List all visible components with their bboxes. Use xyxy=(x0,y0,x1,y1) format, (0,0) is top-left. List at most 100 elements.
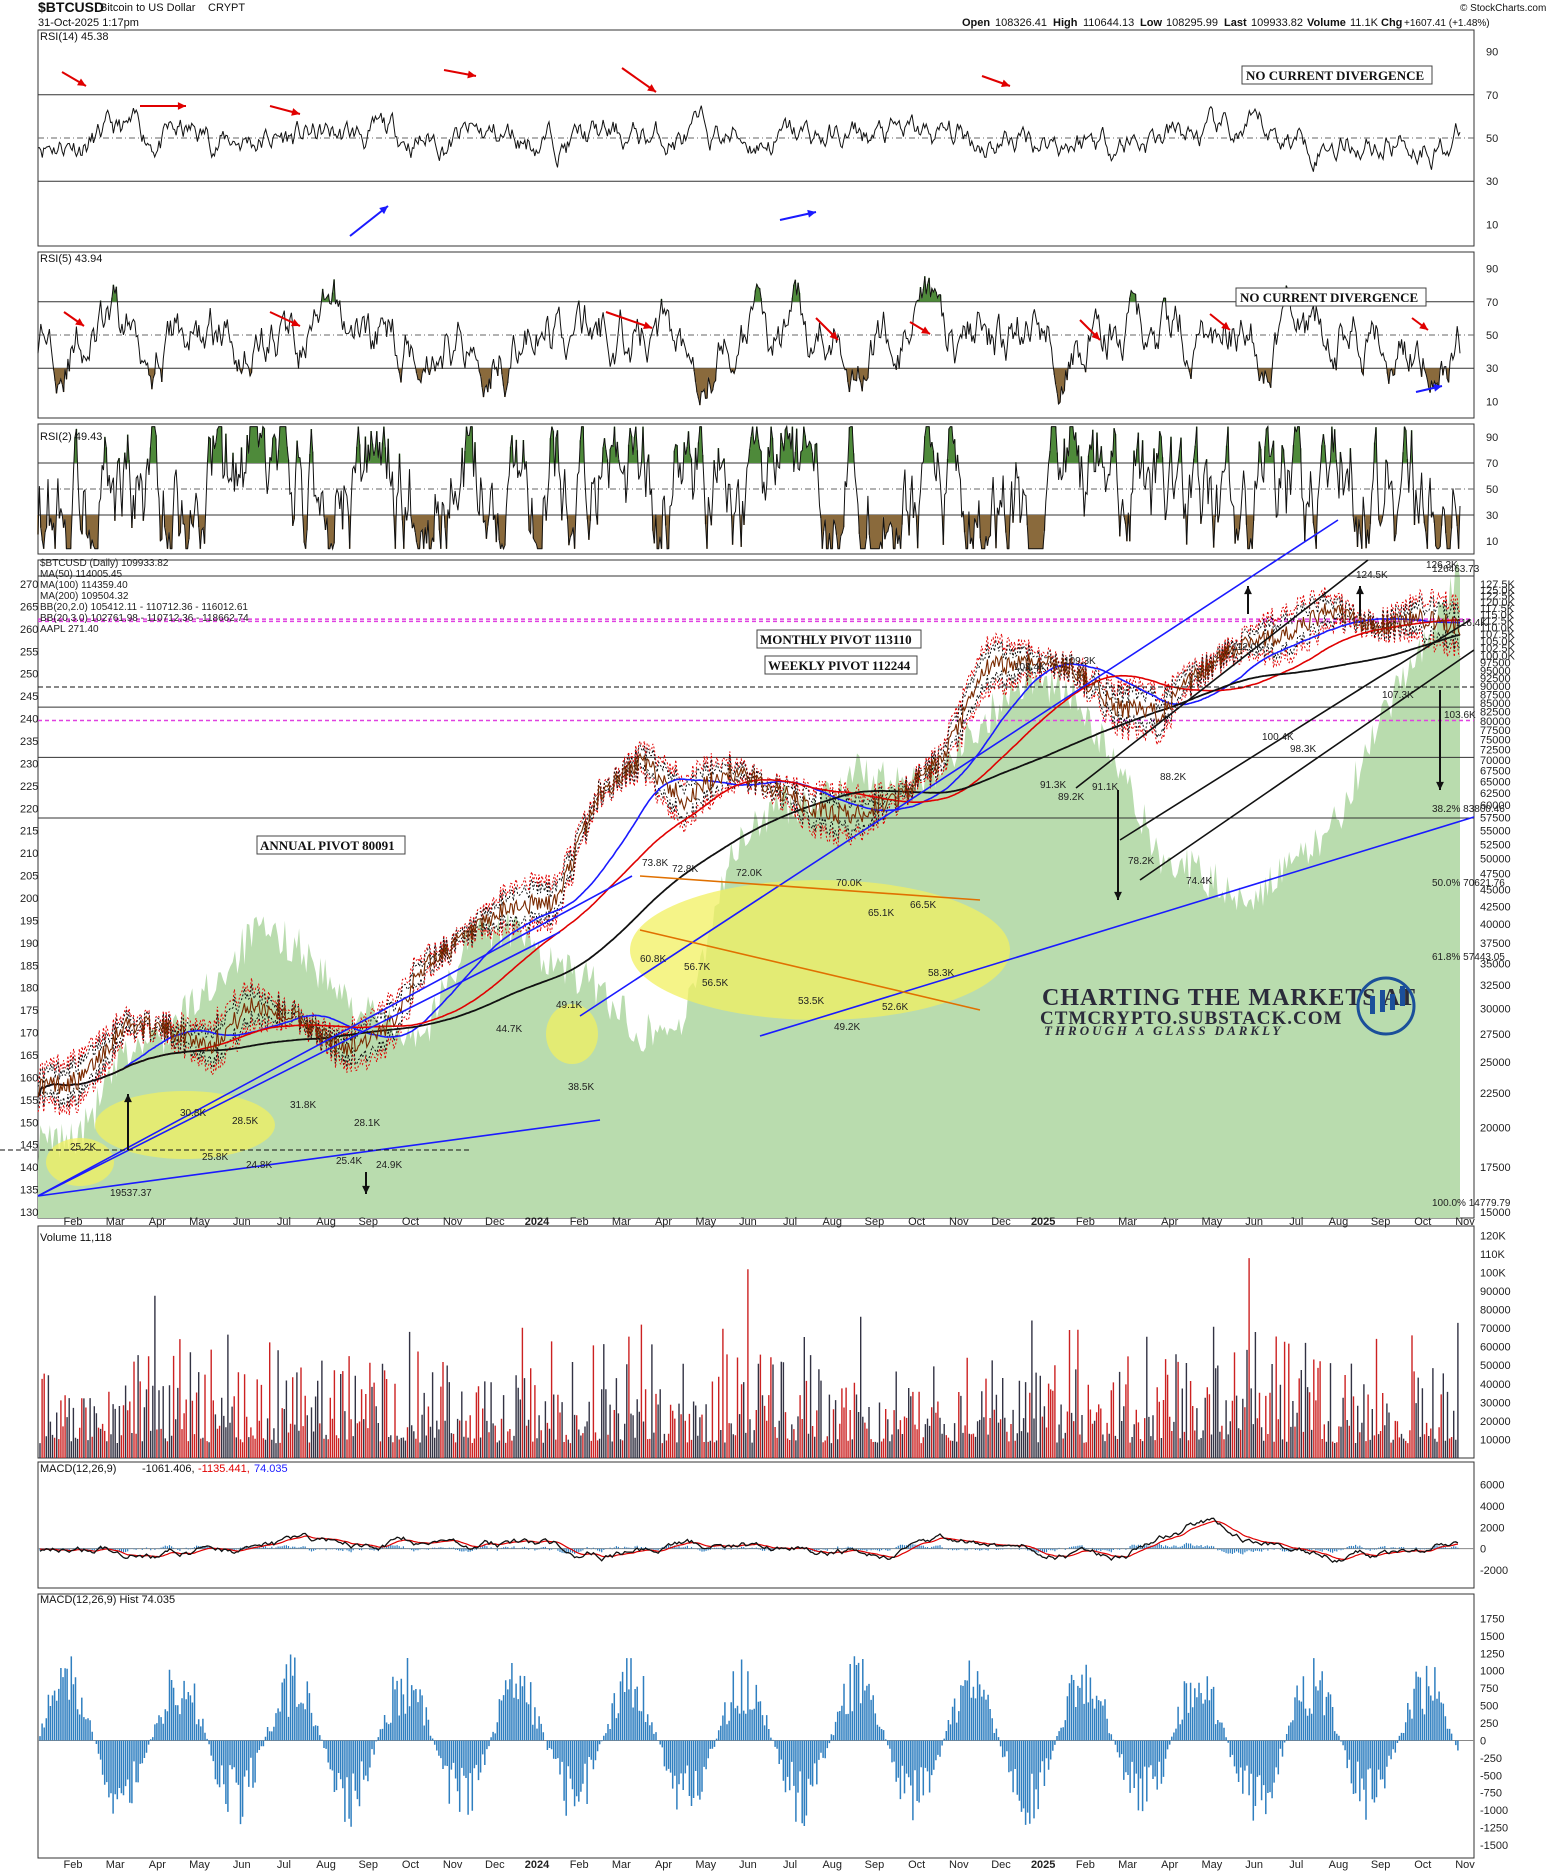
x-axis: Feb Feb Mar Mar Apr Apr May May Jun Jun Jul Jul Aug A… xyxy=(64,1216,1476,1871)
inner-channel-line xyxy=(37,931,561,1197)
right-axis-tick: 102.5K xyxy=(1480,643,1516,655)
macd-panel: 6000 4000 2000 0 -2000 xyxy=(38,1480,1508,1577)
x-tick-price: Sep xyxy=(358,1216,378,1228)
x-tick-price: Jun xyxy=(233,1216,251,1228)
volume-tick: 100K xyxy=(1480,1267,1506,1279)
price-point-label: 72.8K xyxy=(672,864,698,875)
right-axis-tick: 97500 xyxy=(1480,658,1511,670)
right-axis-tick: 15000 xyxy=(1480,1207,1511,1219)
macd-hist-panel: 1750 1500 1250 1000 750 500 250 0 -250 -500 -750 -1… xyxy=(38,1613,1508,1852)
rsi-tick-label: 30 xyxy=(1486,510,1498,522)
x-tick-bottom: Feb xyxy=(570,1859,589,1871)
target-arrow-head xyxy=(1436,781,1444,790)
x-tick-price: 2025 xyxy=(1031,1216,1055,1228)
rsi14-panel: 90 70 50 30 10 xyxy=(37,47,1498,237)
right-axis-tick: 107.5K xyxy=(1480,629,1516,641)
price-point-label: 73.8K xyxy=(642,858,668,869)
x-tick-bottom: Sep xyxy=(865,1859,885,1871)
right-axis-tick: 120.0K xyxy=(1480,597,1516,609)
macd-tick: 4000 xyxy=(1480,1501,1504,1513)
price-point-label: 52.6K xyxy=(882,1002,908,1013)
price-point-label: 124.5K xyxy=(1356,570,1388,581)
chg-value: +1607.41 (+1.48%) xyxy=(1404,18,1490,29)
right-axis-tick: 22500 xyxy=(1480,1088,1511,1100)
lower-support-line xyxy=(759,816,1475,1037)
hist-tick: 1000 xyxy=(1480,1666,1504,1678)
rsi14-note-text: NO CURRENT DIVERGENCE xyxy=(1246,68,1424,83)
candles-logo-icon xyxy=(1356,976,1416,1036)
x-tick-bottom: Jul xyxy=(277,1859,291,1871)
hist-tick: -500 xyxy=(1480,1770,1502,1782)
macd-frame xyxy=(37,1461,1475,1589)
rsi14-bear-div-arrow-head xyxy=(647,84,656,92)
right-axis-tick: 27500 xyxy=(1480,1029,1511,1041)
left-axis-tick: 145 xyxy=(20,1140,38,1152)
rsi5-bear-div-arrow-head xyxy=(921,326,930,334)
price-point-label: 49.2K xyxy=(834,1022,860,1033)
rising-channel-lower xyxy=(1139,649,1475,881)
hist-tick: 1750 xyxy=(1480,1613,1504,1625)
x-tick-bottom: Aug xyxy=(1329,1859,1349,1871)
left-axis-tick: 180 xyxy=(20,983,38,995)
rsi5-bear-div-arrow xyxy=(605,311,653,329)
price-point-label: 112.0K xyxy=(1232,642,1263,653)
x-tick-bottom: Dec xyxy=(991,1859,1011,1871)
price-point-label: 126.3K xyxy=(1426,560,1458,571)
left-axis-tick: 150 xyxy=(20,1117,38,1129)
left-axis-tick: 235 xyxy=(20,736,38,748)
rsi14-bear-div-arrow-head xyxy=(467,70,476,79)
legend-entry: AAPL 271.40 xyxy=(40,624,99,635)
ohlc-readout: Open 108326.41 High 110644.13 Low 108295… xyxy=(962,17,1490,29)
right-axis-tick: 60000 xyxy=(1480,800,1511,812)
x-tick-bottom: Aug xyxy=(822,1859,842,1871)
x-tick-price: Nov xyxy=(949,1216,969,1228)
left-axis-tick: 270 xyxy=(20,579,38,591)
chg-label: Chg xyxy=(1381,17,1402,29)
x-tick-bottom: Mar xyxy=(1118,1859,1137,1871)
watermark-line3: THROUGH A GLASS DARKLY xyxy=(1044,1023,1283,1038)
rsi-line xyxy=(37,105,1461,172)
rsi5-note: NO CURRENT DIVERGENCE xyxy=(1235,287,1427,307)
hist-tick: -1250 xyxy=(1480,1823,1508,1835)
x-tick-price: Mar xyxy=(612,1216,631,1228)
rsi-tick-label: 90 xyxy=(1486,264,1498,276)
price-line xyxy=(37,603,1461,1098)
hist-tick: -1500 xyxy=(1480,1840,1508,1852)
macd-label: MACD(12,26,9) -1061.406, -1135.441, 74.0… xyxy=(40,1463,288,1475)
x-tick-bottom: 2024 xyxy=(525,1859,550,1871)
right-axis-tick: 77500 xyxy=(1480,725,1511,737)
macd-label-name: MACD(12,26,9) xyxy=(40,1463,116,1475)
open-label: Open xyxy=(962,17,990,29)
right-axis-tick: 122.5K xyxy=(1480,591,1516,603)
low-label: Low xyxy=(1140,17,1162,29)
right-axis-tick: 42500 xyxy=(1480,901,1511,913)
x-tick-price: Mar xyxy=(106,1216,125,1228)
target-arrow-head xyxy=(1244,586,1252,595)
rising-channel-mid xyxy=(1119,619,1471,841)
date: 31-Oct-2025 1:17pm xyxy=(38,17,139,29)
hist-tick: 0 xyxy=(1480,1735,1486,1747)
rsi14-note: NO CURRENT DIVERGENCE xyxy=(1241,65,1433,85)
right-axis-tick: 47500 xyxy=(1480,869,1511,881)
rsi5-panel: 90 70 50 30 10 xyxy=(37,264,1498,408)
price-point-label: 19537.37 xyxy=(110,1188,152,1199)
left-axis-tick: 200 xyxy=(20,893,38,905)
hist-tick: 250 xyxy=(1480,1718,1498,1730)
target-arrow-head xyxy=(124,1094,132,1103)
symbol-name: Bitcoin to US Dollar xyxy=(100,2,196,14)
price-panel: 38.2% 83800.46 50.0% 70621.76 61.8% 57443.… xyxy=(0,519,1516,1219)
right-axis-tick: 55000 xyxy=(1480,826,1511,838)
x-tick-price: Apr xyxy=(655,1216,672,1228)
left-axis-tick: 190 xyxy=(20,938,38,950)
rsi5-bear-div-arrow-head xyxy=(291,319,300,327)
consolidation-bottom xyxy=(639,929,981,1011)
price-point-label: 116.4K xyxy=(1456,618,1487,629)
x-tick-price: Nov xyxy=(1455,1216,1475,1228)
price-point-label: 89.2K xyxy=(1058,792,1084,803)
x-tick-bottom: Jun xyxy=(739,1859,757,1871)
left-axis-tick: 245 xyxy=(20,691,38,703)
x-tick-price: Aug xyxy=(316,1216,336,1228)
x-tick-bottom: Jul xyxy=(783,1859,797,1871)
right-axis-tick: 20000 xyxy=(1480,1123,1511,1135)
x-tick-bottom: Apr xyxy=(149,1859,166,1871)
